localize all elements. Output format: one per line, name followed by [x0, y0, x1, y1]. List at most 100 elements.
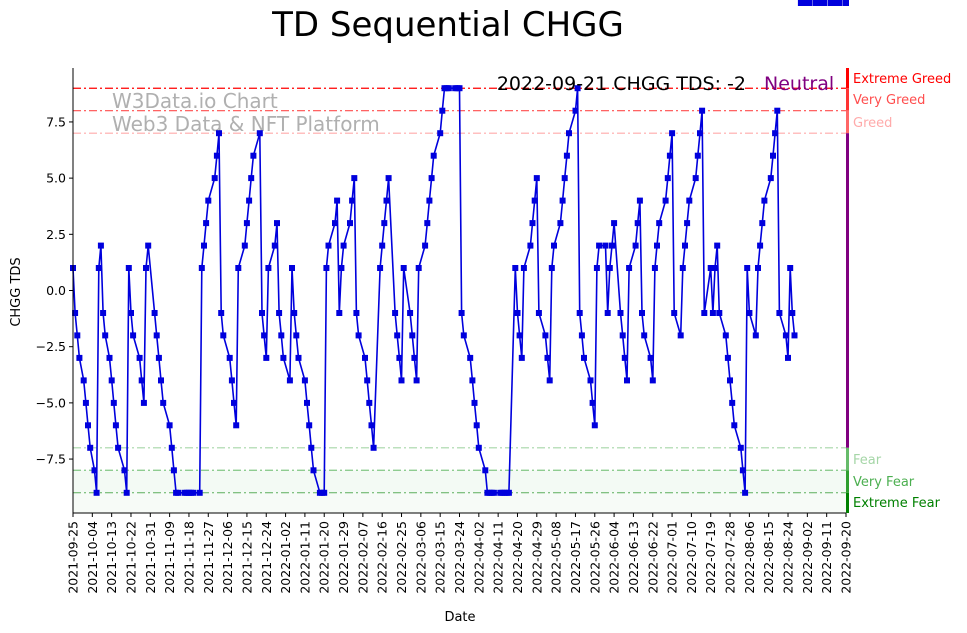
x-tick-label: 2021-12-06: [220, 521, 235, 594]
data-point: [80, 377, 87, 384]
y-tick-label: −5.0: [36, 395, 66, 410]
data-point: [686, 197, 693, 204]
data-point: [265, 265, 272, 271]
chart-title: TD Sequential CHGG: [271, 5, 624, 45]
x-tick-label: 2022-05-08: [549, 521, 564, 594]
data-point: [108, 377, 115, 384]
data-point: [407, 310, 414, 316]
data-point: [213, 152, 220, 159]
data-point: [379, 242, 386, 249]
data-point: [677, 332, 684, 339]
data-point: [843, 0, 849, 6]
data-point: [535, 310, 542, 316]
data-point: [76, 354, 83, 361]
data-point: [527, 242, 534, 249]
data-point: [263, 354, 270, 361]
data-point: [662, 197, 669, 204]
x-ticks: 2021-09-25 2021-10-04 2021-10-13 2021-10-22…: [66, 513, 854, 594]
data-point: [334, 197, 341, 204]
data-point: [727, 377, 733, 384]
data-point: [112, 422, 119, 429]
data-point: [97, 242, 104, 249]
data-point: [336, 310, 343, 316]
data-point: [304, 399, 310, 406]
data-point: [243, 220, 250, 227]
data-point: [722, 332, 729, 339]
x-tick-label: 2021-10-13: [104, 521, 119, 594]
x-tick-label: 2022-04-29: [529, 521, 544, 594]
data-point: [274, 220, 280, 227]
data-point: [516, 332, 523, 339]
x-tick-label: 2021-12-15: [239, 521, 254, 594]
data-point: [235, 265, 242, 271]
side-bar-segment: [846, 88, 849, 111]
data-point: [353, 310, 360, 316]
data-point: [761, 197, 768, 204]
data-point: [647, 354, 654, 361]
data-point: [110, 399, 117, 406]
data-point: [220, 332, 227, 339]
data-point: [759, 220, 766, 227]
data-point: [226, 354, 233, 361]
data-point: [428, 175, 435, 182]
x-tick-label: 2022-01-11: [297, 521, 312, 594]
data-point: [426, 197, 433, 204]
data-point: [546, 377, 553, 384]
x-tick-label: 2022-02-16: [375, 521, 390, 594]
x-tick-label: 2021-11-09: [162, 521, 177, 594]
data-point: [143, 265, 149, 271]
data-point: [136, 354, 143, 361]
data-point: [757, 242, 764, 249]
data-point: [301, 377, 308, 384]
data-point: [654, 242, 660, 249]
data-point: [340, 242, 347, 249]
data-point: [437, 130, 444, 137]
x-tick-label: 2022-04-11: [491, 521, 506, 594]
data-point: [782, 332, 789, 339]
data-point: [168, 444, 175, 451]
data-point: [72, 310, 79, 316]
data-point: [684, 220, 691, 227]
level-label: Greed: [853, 116, 892, 131]
data-point: [699, 107, 706, 114]
data-point: [368, 422, 375, 429]
x-tick-label: 2022-06-04: [607, 521, 622, 594]
data-point: [138, 377, 145, 384]
data-point: [259, 310, 265, 316]
data-point: [362, 354, 368, 361]
data-point: [791, 332, 798, 339]
x-tick-label: 2022-08-15: [761, 521, 776, 594]
level-label: Extreme Greed: [853, 72, 951, 87]
data-point: [175, 489, 182, 496]
x-tick-label: 2022-01-20: [317, 521, 332, 594]
x-tick-label: 2021-09-25: [66, 521, 81, 594]
data-point: [323, 265, 330, 271]
data-point: [604, 310, 611, 316]
data-point: [196, 489, 203, 496]
level-label: Very Greed: [853, 93, 925, 108]
data-point: [409, 332, 416, 339]
data-point: [636, 197, 643, 204]
data-point: [205, 197, 212, 204]
data-point: [581, 354, 587, 361]
x-tick-label: 2022-08-24: [781, 521, 796, 594]
data-point: [231, 399, 237, 406]
data-point: [271, 242, 278, 249]
side-bar-segment: [846, 110, 849, 134]
data-point: [445, 85, 452, 92]
data-point: [256, 130, 263, 137]
data-point: [413, 377, 420, 384]
data-point: [697, 130, 703, 137]
data-point: [709, 310, 716, 316]
data-point: [505, 489, 512, 496]
x-tick-label: 2021-10-31: [143, 521, 158, 594]
level-label: Very Fear: [853, 475, 915, 490]
data-point: [789, 310, 796, 316]
data-point: [347, 220, 353, 227]
data-point: [295, 354, 302, 361]
x-tick-label: 2022-03-15: [433, 521, 448, 594]
x-tick-label: 2022-05-17: [568, 521, 583, 594]
data-point: [467, 354, 474, 361]
data-point: [574, 85, 581, 92]
data-point: [278, 332, 285, 339]
